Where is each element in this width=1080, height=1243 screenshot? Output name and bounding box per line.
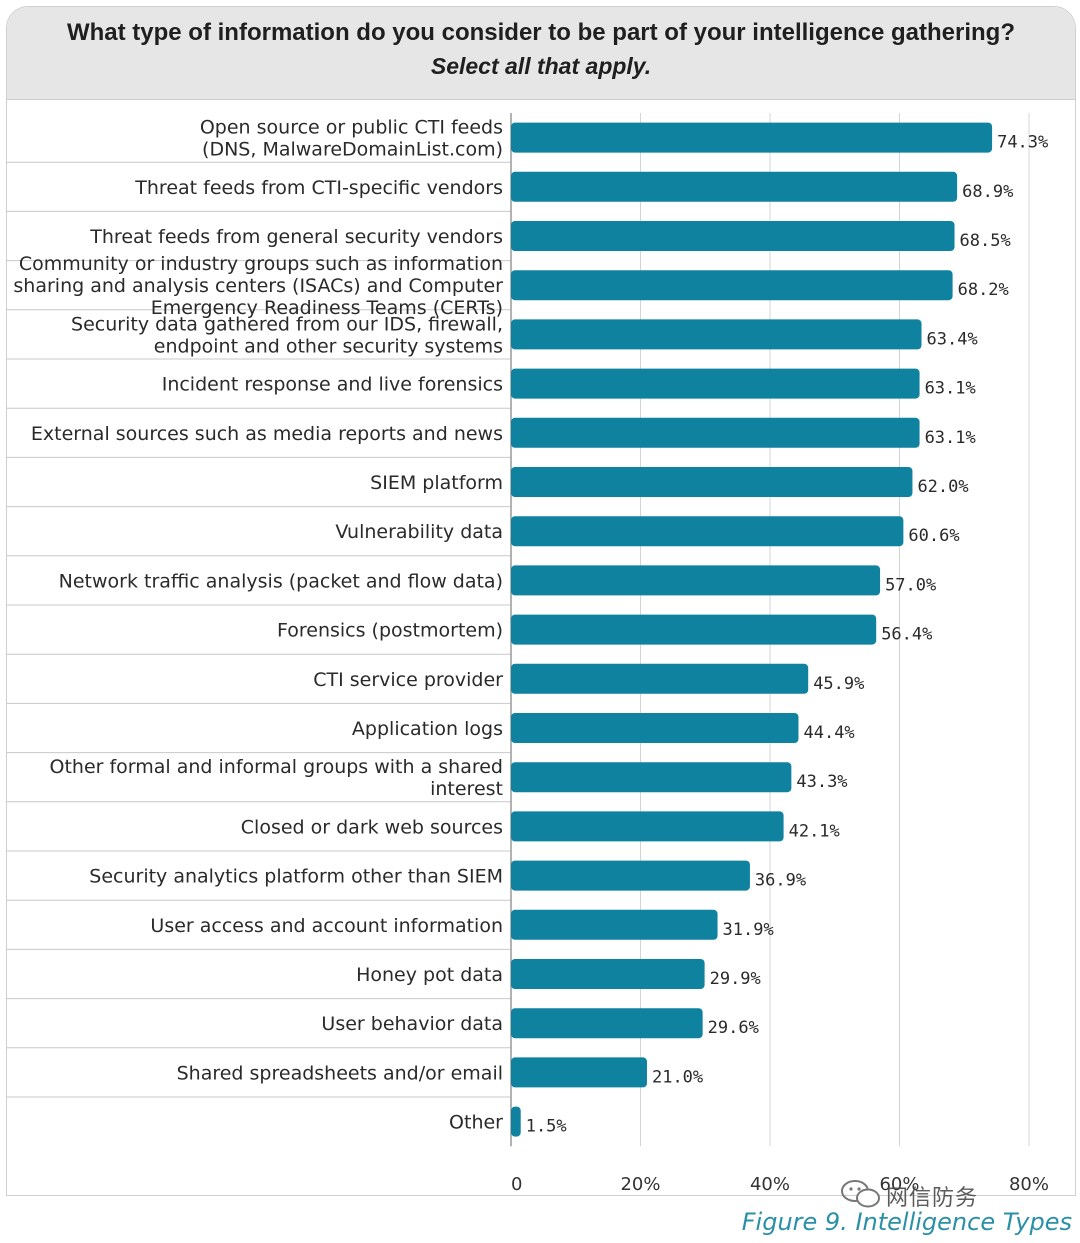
x-tick-label: 60% — [879, 1174, 919, 1195]
value-label: 45.9% — [813, 674, 864, 694]
category-label: Other — [449, 1112, 503, 1134]
value-label: 44.4% — [803, 723, 854, 743]
category-label: endpoint and other security systems — [154, 335, 503, 357]
bar — [511, 959, 705, 989]
value-label: 68.2% — [958, 280, 1009, 300]
category-label: Application logs — [352, 718, 503, 740]
x-tick-label: 40% — [750, 1174, 790, 1195]
bar — [511, 270, 953, 301]
category-label: Security data gathered from our IDS, fir… — [71, 313, 503, 335]
category-label: External sources such as media reports a… — [31, 423, 503, 445]
bar — [511, 1057, 647, 1088]
category-label: User access and account information — [150, 915, 503, 937]
bar — [511, 122, 993, 153]
bar — [511, 516, 904, 547]
category-label: interest — [430, 778, 503, 800]
value-label: 43.3% — [796, 772, 847, 792]
value-label: 29.9% — [710, 969, 761, 989]
category-label: (DNS, MalwareDomainList.com) — [202, 139, 503, 161]
value-label: 63.1% — [925, 379, 976, 399]
bar — [511, 811, 784, 842]
bar — [511, 417, 920, 448]
bar — [511, 171, 958, 202]
category-label: Forensics (postmortem) — [277, 620, 503, 642]
bar — [511, 614, 877, 645]
chart-header: What type of information do you consider… — [7, 7, 1075, 100]
value-label: 31.9% — [723, 920, 774, 940]
bar — [511, 1008, 703, 1039]
category-label: Community or industry groups such as inf… — [19, 253, 503, 275]
category-label: Incident response and live forensics — [162, 374, 503, 396]
bar — [511, 713, 799, 743]
value-label: 63.1% — [925, 428, 976, 448]
category-label: Shared spreadsheets and/or email — [177, 1062, 503, 1084]
wechat-icon — [841, 1180, 880, 1208]
category-label: Vulnerability data — [335, 521, 503, 543]
value-label: 60.6% — [908, 526, 959, 546]
bar — [511, 909, 718, 940]
category-label: Network traffic analysis (packet and flo… — [59, 570, 503, 592]
bar — [511, 762, 792, 793]
watermark-text: 网信防务 — [886, 1186, 979, 1211]
category-label: CTI service provider — [313, 669, 503, 691]
bar — [511, 860, 750, 891]
value-label: 63.4% — [927, 329, 978, 349]
chart-title: What type of information do you consider… — [66, 19, 1016, 46]
value-label: 36.9% — [755, 871, 806, 891]
watermark: 网信防务 — [838, 1176, 1048, 1216]
bar — [511, 368, 920, 399]
category-label: SIEM platform — [370, 472, 503, 494]
bar — [511, 319, 922, 350]
figure-caption: Figure 9. Intelligence Types — [741, 1208, 1072, 1236]
category-label: Other formal and informal groups with a … — [50, 756, 504, 778]
bar — [511, 663, 809, 694]
bar — [511, 221, 955, 251]
value-label: 62.0% — [917, 477, 968, 497]
value-label: 56.4% — [881, 625, 932, 645]
category-label: Closed or dark web sources — [241, 816, 503, 838]
category-label: Security analytics platform other than S… — [89, 866, 503, 888]
x-tick-label: 80% — [1009, 1174, 1049, 1195]
category-label: Threat feeds from general security vendo… — [89, 226, 503, 248]
chart-subtitle: Select all that apply. — [430, 53, 652, 79]
category-label: sharing and analysis centers (ISACs) and… — [13, 275, 503, 297]
category-label: Threat feeds from CTI-specific vendors — [134, 177, 503, 199]
value-label: 42.1% — [789, 821, 840, 841]
value-label: 29.6% — [708, 1018, 759, 1038]
value-label: 1.5% — [526, 1117, 567, 1137]
category-label: Open source or public CTI feeds — [200, 117, 503, 139]
bar — [511, 565, 881, 596]
value-label: 74.3% — [997, 133, 1048, 153]
value-label: 57.0% — [885, 575, 936, 595]
value-label: 21.0% — [652, 1067, 703, 1087]
category-label: Emergency Readiness Teams (CERTs) — [151, 297, 503, 319]
chart-frame: What type of information do you consider… — [6, 6, 1076, 1196]
bar — [511, 467, 913, 497]
category-label: Honey pot data — [356, 964, 503, 986]
value-label: 68.5% — [960, 231, 1011, 251]
value-label: 68.9% — [962, 182, 1013, 202]
x-tick-label: 0 — [511, 1174, 522, 1195]
x-tick-label: 20% — [620, 1174, 660, 1195]
category-label: User behavior data — [321, 1013, 503, 1035]
bar — [511, 1106, 521, 1137]
